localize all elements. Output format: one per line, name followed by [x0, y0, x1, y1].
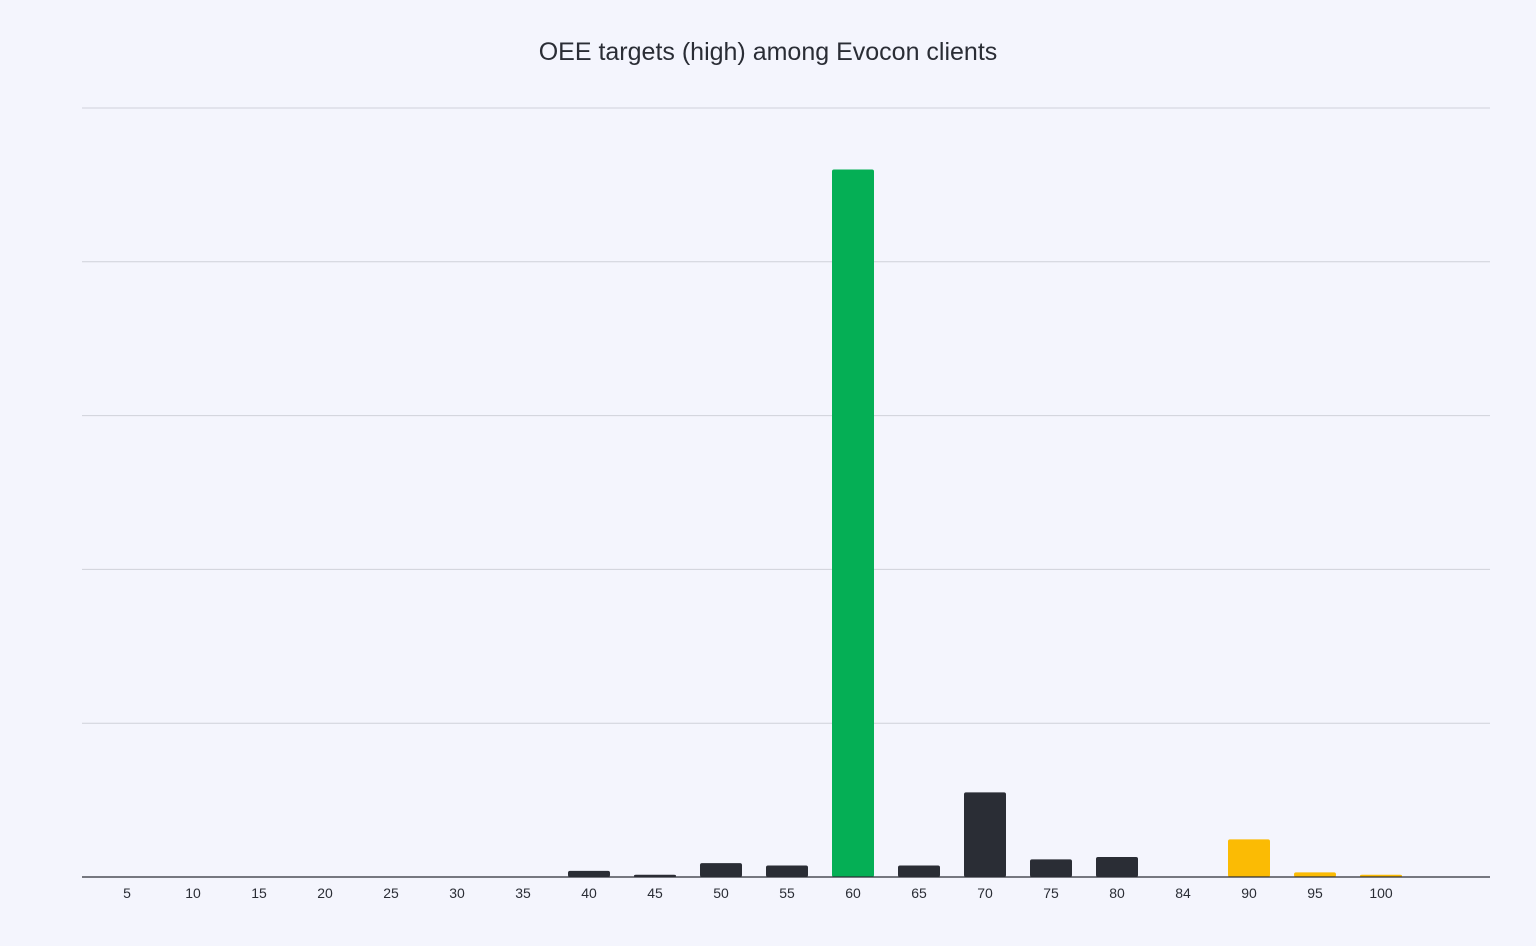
x-tick-label-45: 45	[647, 885, 663, 901]
chart-title: OEE targets (high) among Evocon clients	[538, 38, 998, 66]
x-tick-label-60: 60	[845, 885, 861, 901]
gridlines	[82, 107, 1490, 724]
bar-40	[568, 870, 610, 877]
x-tick-labels: 5 10 15 20 25 30 35 40 45 50 55 60 65 70 75 80 84 90 95 100	[123, 885, 1393, 901]
x-tick-label-95: 95	[1307, 885, 1323, 901]
x-tick-label-40: 40	[581, 885, 597, 901]
x-tick-label-65: 65	[911, 885, 927, 901]
x-tick-label-80: 80	[1109, 885, 1125, 901]
x-tick-label-5: 5	[123, 885, 131, 901]
bar-55	[766, 865, 808, 877]
x-tick-label-100: 100	[1369, 885, 1393, 901]
x-tick-label-84: 84	[1175, 885, 1191, 901]
x-tick-label-50: 50	[713, 885, 729, 901]
bar-50	[700, 863, 742, 877]
x-tick-label-75: 75	[1043, 885, 1059, 901]
bar-80	[1096, 857, 1138, 877]
bar-75	[1030, 859, 1072, 877]
x-tick-label-15: 15	[251, 885, 267, 901]
x-tick-label-30: 30	[449, 885, 465, 901]
x-tick-label-25: 25	[383, 885, 399, 901]
bar-90	[1228, 839, 1270, 877]
x-tick-label-90: 90	[1241, 885, 1257, 901]
x-tick-label-70: 70	[977, 885, 993, 901]
x-tick-label-55: 55	[779, 885, 795, 901]
x-tick-label-20: 20	[317, 885, 333, 901]
bars	[568, 169, 1402, 877]
bar-65	[898, 865, 940, 877]
bar-95	[1294, 872, 1336, 877]
bar-70	[964, 792, 1006, 877]
x-tick-label-35: 35	[515, 885, 531, 901]
x-tick-label-10: 10	[185, 885, 201, 901]
bar-60	[832, 169, 874, 877]
